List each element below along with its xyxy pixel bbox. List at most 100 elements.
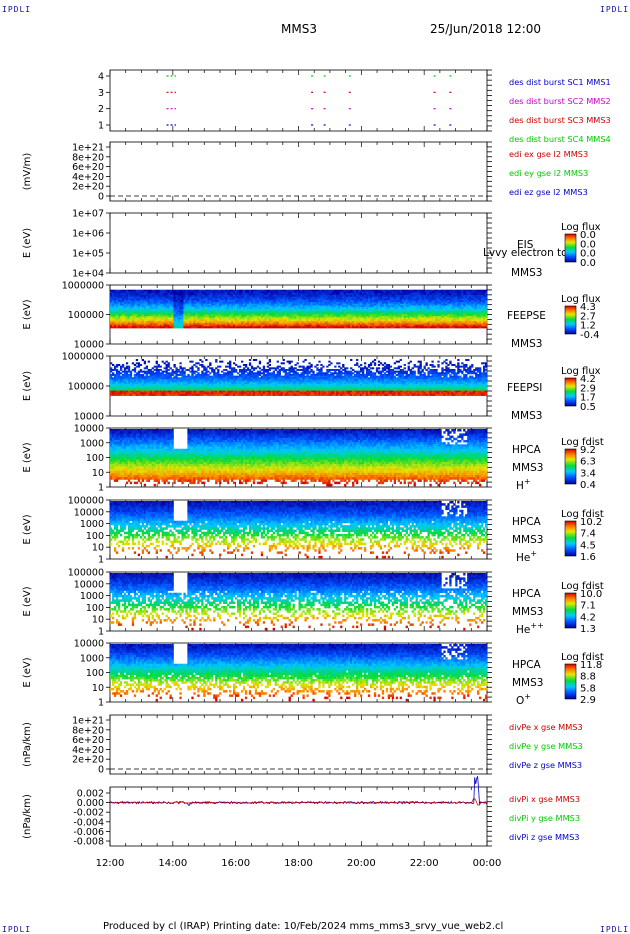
spectrogram-cell: [140, 321, 142, 323]
spectrogram-cell: [158, 305, 160, 307]
spectrogram-cell: [372, 298, 374, 300]
spectrogram-cell: [136, 297, 138, 299]
spectrogram-cell: [471, 319, 473, 321]
spectrogram-cell: [233, 291, 235, 293]
spectrogram-cell: [148, 309, 150, 311]
spectrogram-cell: [265, 312, 267, 314]
spectrogram-cell: [297, 318, 299, 320]
spectrogram-cell: [158, 312, 160, 314]
spectrogram-cell: [330, 319, 332, 321]
spectrogram-cell: [312, 323, 314, 325]
spectrogram-cell: [215, 295, 217, 297]
spectrogram-cell: [285, 325, 287, 327]
spectrogram-cell: [372, 293, 374, 295]
spectrogram-cell: [330, 291, 332, 293]
spectrogram-cell: [187, 326, 189, 328]
spectrogram-cell: [225, 318, 227, 320]
spectrogram-cell: [144, 379, 146, 381]
spectrogram-cell: [130, 293, 132, 295]
spectrogram-cell: [191, 318, 193, 320]
spectrogram-cell: [199, 304, 201, 306]
spectrogram-cell: [304, 293, 306, 295]
spectrogram-cell: [316, 311, 318, 313]
spectrogram-cell: [124, 319, 126, 321]
spectrogram-cell: [406, 300, 408, 302]
spectrogram-cell: [322, 304, 324, 306]
spectrogram-cell: [479, 305, 481, 307]
spectrogram-cell: [439, 309, 441, 311]
spectrogram-cell: [471, 309, 473, 311]
spectrogram-cell: [427, 319, 429, 321]
spectrogram-cell: [207, 319, 209, 321]
spectrogram-cell: [324, 304, 326, 306]
spectrogram-cell: [275, 326, 277, 328]
spectrogram-cell: [328, 298, 330, 300]
spectrogram-cell: [475, 304, 477, 306]
spectrogram-cell: [243, 304, 245, 306]
spectrogram-cell: [435, 311, 437, 313]
spectrogram-cell: [138, 304, 140, 306]
legend-entry: edi ey gse l2 MMS3: [509, 168, 588, 178]
spectrogram-cell: [152, 318, 154, 320]
spectrogram-cell: [425, 298, 427, 300]
spectrogram-cell: [215, 325, 217, 327]
spectrogram-cell: [158, 307, 160, 309]
spectrogram-cell: [201, 302, 203, 304]
spectrogram-cell: [310, 290, 312, 292]
corner-label-top-left: IPDLI: [2, 5, 31, 14]
spectrogram-cell: [283, 325, 285, 327]
spectrogram-cell: [366, 298, 368, 300]
spectrogram-cell: [443, 304, 445, 306]
spectrogram-cell: [332, 314, 334, 316]
spectrogram-cell: [453, 319, 455, 321]
spectrogram-cell: [152, 394, 154, 396]
spectrogram-cell: [110, 304, 112, 306]
spectrogram-cell: [138, 392, 140, 394]
spectrogram-cell: [253, 290, 255, 292]
spectrogram-cell: [425, 305, 427, 307]
spectrogram-cell: [130, 298, 132, 300]
spectrogram-cell: [366, 314, 368, 316]
spectrogram-cell: [140, 384, 142, 386]
spectrogram-cell: [312, 309, 314, 311]
spectrogram-cell: [418, 318, 420, 320]
spectrogram-cell: [453, 295, 455, 297]
spectrogram-cell: [249, 312, 251, 314]
spectrogram-cell: [181, 304, 183, 306]
spectrogram-cell: [406, 318, 408, 320]
spectrogram-cell: [251, 298, 253, 300]
spectrogram-cell: [425, 319, 427, 321]
spectrogram-cell: [251, 290, 253, 292]
spectrogram-cell: [404, 302, 406, 304]
spectrogram-cell: [320, 325, 322, 327]
spectrogram-cell: [392, 311, 394, 313]
spectrogram-cell: [144, 318, 146, 320]
spectrogram-cell: [148, 316, 150, 318]
spectrogram-cell: [209, 298, 211, 300]
spectrogram-cell: [144, 325, 146, 327]
spectrogram-cell: [179, 293, 181, 295]
spectrogram-cell: [310, 312, 312, 314]
spectrogram-cell: [195, 312, 197, 314]
spectrogram-cell: [324, 318, 326, 320]
spectrogram-cell: [231, 314, 233, 316]
spectrogram-cell: [459, 302, 461, 304]
spectrogram-cell: [251, 312, 253, 314]
spectrogram-cell: [283, 319, 285, 321]
y-tick-label: 1000000: [62, 352, 104, 363]
spectrogram-cell: [271, 326, 273, 328]
spectrogram-cell: [330, 302, 332, 304]
spectrogram-cell: [229, 297, 231, 299]
spectrogram-cell: [179, 311, 181, 313]
spectrogram-cell: [291, 298, 293, 300]
spectrogram-cell: [378, 297, 380, 299]
spectrogram-cell: [328, 304, 330, 306]
spectrogram-cell: [354, 293, 356, 295]
spectrogram-cell: [281, 312, 283, 314]
spectrogram-cell: [181, 318, 183, 320]
spectrogram-cell: [449, 304, 451, 306]
spectrogram-cell: [414, 309, 416, 311]
spectrogram-cell: [471, 307, 473, 309]
spectrogram-cell: [114, 392, 116, 394]
spectrogram-cell: [164, 290, 166, 292]
